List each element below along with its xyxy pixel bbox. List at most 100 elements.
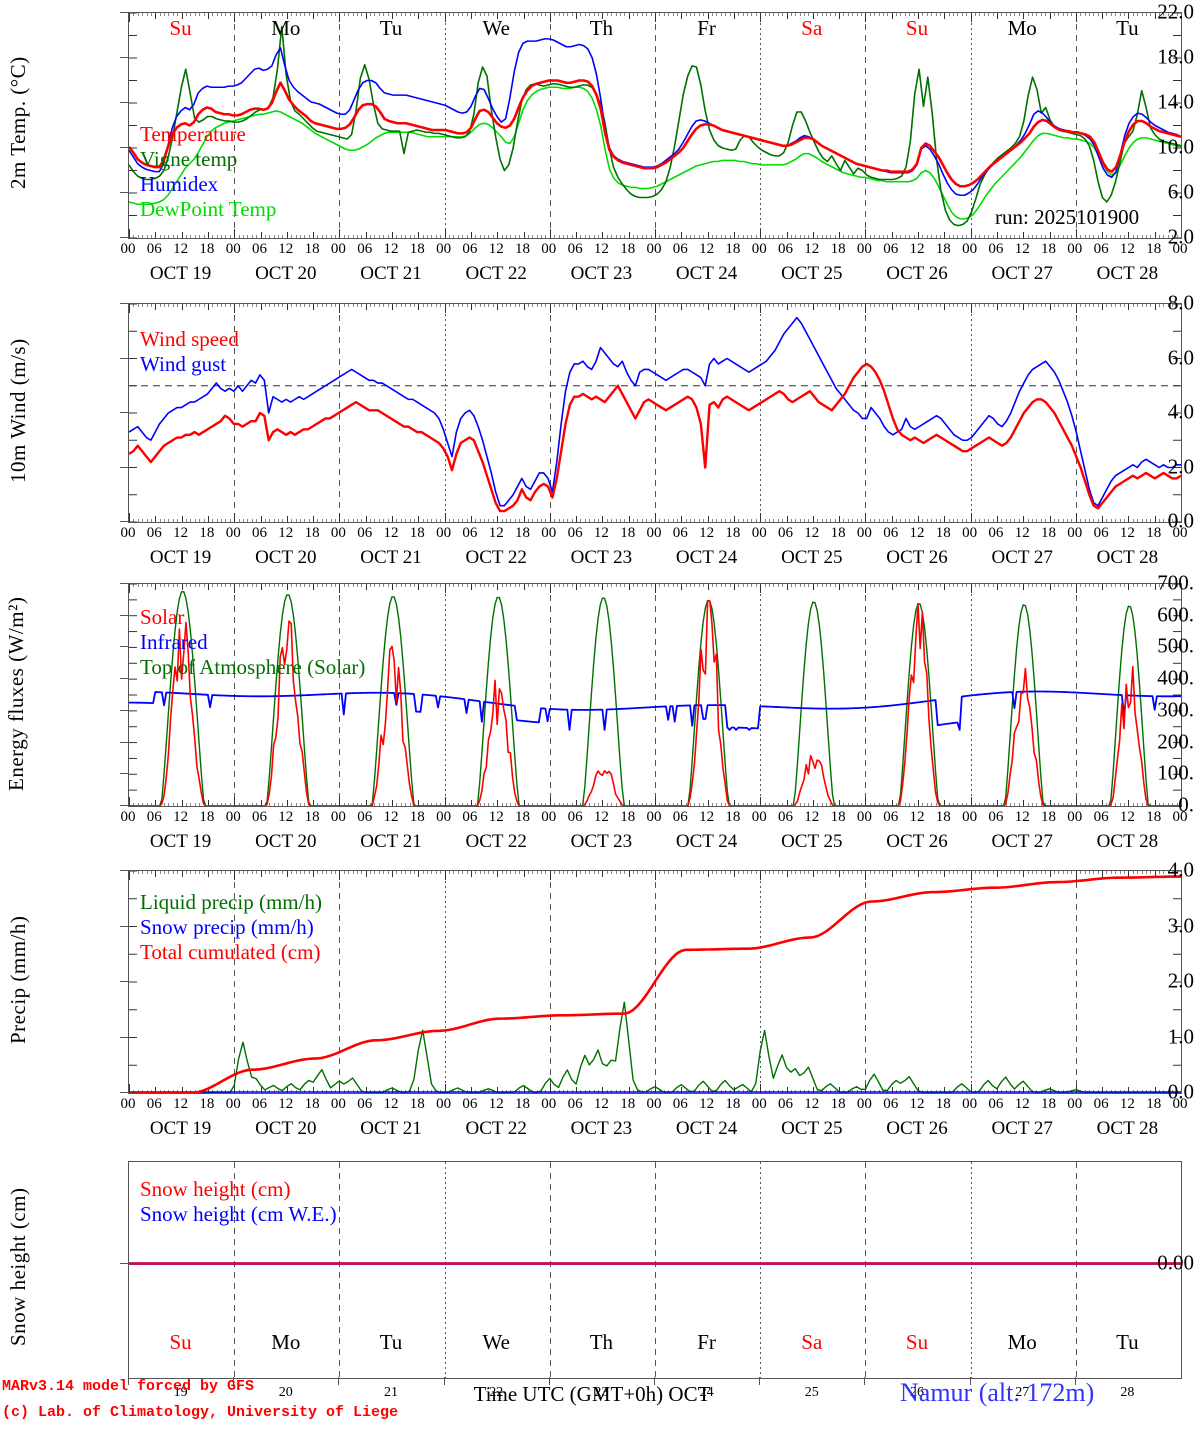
legend-entry: Liquid precip (mm/h)	[140, 890, 322, 914]
x-hour-tick-label: 06	[146, 809, 162, 825]
x-day-label: OCT 20	[255, 1118, 317, 1139]
x-day-label: OCT 20	[255, 263, 317, 284]
x-day-label: OCT 22	[465, 831, 527, 852]
day-of-week-label: Su	[905, 16, 929, 40]
x-hour-tick-label: 00	[541, 809, 557, 825]
legend-entry: Top of Atmosphere (Solar)	[140, 655, 366, 679]
x-day-label: OCT 27	[991, 547, 1053, 568]
wind-plot-area	[128, 303, 1182, 523]
day-of-week-label: Su	[169, 1330, 192, 1354]
x-hour-tick-label: 06	[988, 809, 1004, 825]
x-hour-tick-label: 06	[778, 809, 793, 825]
x-hour-tick-label: 12	[804, 1096, 820, 1112]
x-day-label: OCT 21	[360, 263, 422, 284]
x-hour-tick-label: 12	[1119, 809, 1135, 825]
x-hour-tick-label: 00	[962, 1096, 978, 1112]
x-hour-tick-label: 18	[725, 241, 741, 257]
y-tick-mark	[120, 521, 128, 522]
y-tick-label: 4.0	[1167, 399, 1194, 424]
y-tick-label: 2.0	[1167, 224, 1194, 249]
x-hour-tick-label: 00	[330, 809, 346, 825]
temperature-y-axis-label: 2m Temp. (°C)	[6, 56, 30, 190]
x-hour-tick-label: 00	[856, 809, 872, 825]
x-hour-tick-label: 06	[1093, 525, 1109, 541]
day-of-week-label: Tu	[379, 1330, 403, 1354]
y-tick-mark	[120, 357, 128, 359]
x-hour-tick-label: 18	[830, 525, 846, 541]
x-day-label: OCT 20	[255, 831, 317, 852]
x-hour-tick-label: 18	[1041, 1096, 1056, 1112]
legend-entry: DewPoint Temp	[140, 197, 277, 221]
x-day-label: OCT 19	[149, 831, 212, 852]
footer-copyright-line: (c) Lab. of Climatology, University of L…	[2, 1404, 399, 1421]
x-hour-tick-label: 18	[409, 241, 425, 257]
y-tick-label: 0.	[1178, 792, 1194, 817]
y-tick-label: 14.0	[1157, 89, 1194, 114]
x-hour-tick-label: 00	[1172, 809, 1188, 825]
temperature-plot-area	[128, 12, 1182, 239]
x-day-tick-mark	[233, 1377, 234, 1385]
x-hour-tick-label: 12	[593, 525, 609, 541]
footer-model-line: MARv3.14 model forced by GFS	[2, 1378, 255, 1395]
precip-y-axis-label: Precip (mm/h)	[6, 915, 30, 1045]
x-hour-tick-label: 12	[699, 525, 715, 541]
x-hour-tick-label: 06	[672, 809, 688, 825]
snow-y-axis-label: Snow height (cm)	[6, 1187, 30, 1346]
x-day-label: OCT 21	[360, 547, 422, 568]
x-day-label: OCT 23	[570, 831, 633, 852]
x-hour-tick-label: 06	[357, 241, 373, 257]
x-hour-tick-label: 00	[330, 525, 346, 541]
x-hour-tick-label: 06	[672, 1096, 688, 1112]
x-hour-tick-label: 12	[173, 525, 189, 541]
x-day-label: OCT 22	[465, 1118, 527, 1139]
x-hour-tick-label: 18	[830, 809, 846, 825]
y-tick-mark	[120, 102, 128, 103]
x-hour-tick-label: 18	[199, 525, 215, 541]
x-hour-tick-label: 18	[935, 525, 951, 541]
x-day-number-label: 22	[489, 1385, 504, 1400]
x-hour-tick-label: 06	[988, 241, 1004, 257]
x-hour-tick-label: 18	[515, 809, 530, 825]
x-hour-tick-label: 06	[672, 525, 688, 541]
y-tick-mark	[120, 925, 128, 927]
legend-entry: Total cumulated (cm)	[140, 940, 321, 964]
x-hour-tick-label: 00	[120, 525, 136, 541]
day-of-week-label: Mo	[271, 1330, 301, 1354]
x-day-number-label: 21	[384, 1385, 398, 1400]
x-hour-tick-label: 06	[252, 1096, 267, 1112]
day-of-week-label: Mo	[271, 16, 301, 40]
energy-plot-area	[128, 583, 1182, 807]
x-hour-tick-label: 18	[725, 525, 741, 541]
x-hour-tick-label: 12	[278, 525, 294, 541]
legend-entry: Snow height (cm)	[140, 1177, 291, 1201]
y-tick-label: 0.0	[1167, 508, 1194, 533]
y-tick-mark	[120, 583, 128, 584]
panel-precip: Precip (mm/h) 0.0 1.0 2.0 3.0 4.0 00 06 12 18 OCT…	[0, 858, 1194, 1145]
x-hour-tick-label: 06	[252, 241, 267, 257]
y-tick-mark	[120, 1262, 128, 1264]
y-tick-mark	[120, 741, 128, 743]
y-tick-label: 700.	[1157, 570, 1194, 595]
x-hour-tick-label: 00	[225, 809, 241, 825]
x-hour-tick-label: 12	[488, 525, 504, 541]
x-day-number-label: 19	[173, 1385, 188, 1400]
x-hour-tick-label: 12	[1014, 809, 1030, 825]
x-hour-tick-label: 18	[1146, 525, 1162, 541]
x-hour-tick-label: 00	[751, 1096, 767, 1112]
x-hour-tick-label: 00	[541, 1096, 557, 1112]
snow-plot-area	[128, 1161, 1182, 1379]
x-day-label: OCT 23	[570, 263, 633, 284]
x-hour-tick-label: 06	[146, 525, 162, 541]
x-day-tick-mark	[444, 1377, 445, 1385]
x-hour-tick-label: 12	[909, 809, 925, 825]
x-hour-tick-label: 00	[1172, 525, 1188, 541]
x-day-number-label: 27	[1015, 1385, 1030, 1400]
x-hour-tick-label: 12	[173, 809, 189, 825]
legend-entry: Snow height (cm W.E.)	[140, 1202, 337, 1226]
x-hour-tick-label: 18	[515, 1096, 530, 1112]
x-hour-tick-label: 00	[646, 809, 662, 825]
y-tick-mark	[120, 981, 128, 982]
x-hour-tick-label: 00	[436, 241, 452, 257]
x-hour-tick-label: 12	[1119, 525, 1135, 541]
x-hour-tick-label: 00	[436, 1096, 452, 1112]
